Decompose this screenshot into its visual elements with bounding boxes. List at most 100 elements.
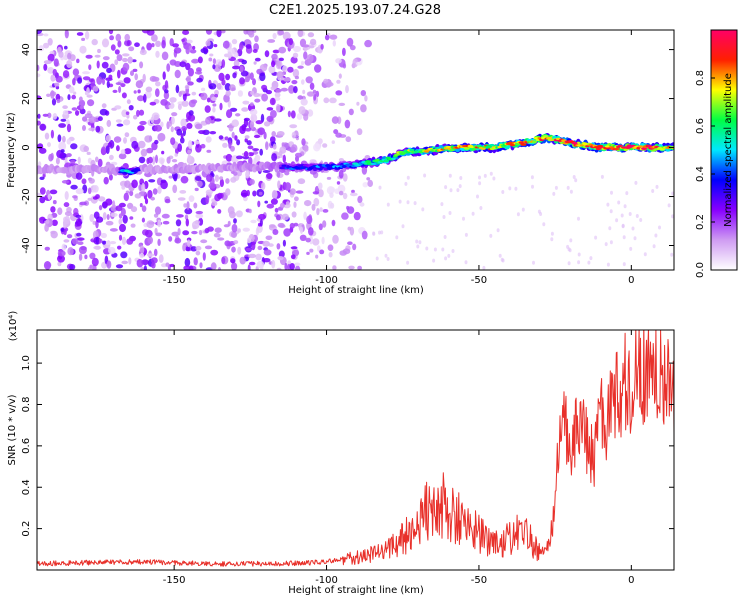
colorbar-tick-label: 0.4 <box>695 166 706 182</box>
heatmap-cell <box>58 141 67 151</box>
y-tick-label: 0.2 <box>21 521 32 537</box>
heatmap-cell <box>63 228 67 236</box>
heatmap-cell <box>257 127 266 135</box>
heatmap-cell <box>280 87 288 92</box>
heatmap-cell <box>317 245 321 252</box>
heatmap-cell <box>249 108 258 116</box>
heatmap-cell <box>82 125 86 131</box>
heatmap-cell <box>263 249 272 256</box>
heatmap-cell <box>418 240 422 245</box>
heatmap-cell <box>322 209 329 213</box>
heatmap-cell <box>671 191 674 196</box>
heatmap-cell <box>356 128 363 136</box>
heatmap-cell <box>37 192 42 197</box>
heatmap-cell <box>75 188 84 195</box>
heatmap-cell <box>213 44 218 48</box>
heatmap-cell <box>47 112 52 119</box>
heatmap-cell <box>250 219 257 224</box>
heatmap-cell <box>221 59 226 68</box>
heatmap-cell <box>297 30 304 38</box>
heatmap-cell <box>84 254 88 260</box>
heatmap-cell <box>67 247 74 256</box>
heatmap-cell <box>550 231 554 236</box>
heatmap-cell <box>62 70 70 79</box>
heatmap-cell <box>295 152 302 158</box>
heatmap-cell <box>243 151 249 158</box>
heatmap-cell <box>195 176 202 181</box>
heatmap-cell <box>230 177 237 183</box>
heatmap-cell <box>352 243 357 251</box>
heatmap-cell <box>178 91 182 97</box>
heatmap-cell <box>44 246 50 251</box>
heatmap-cell <box>150 257 158 264</box>
heatmap-cell <box>305 237 311 243</box>
heatmap-cell <box>353 211 361 221</box>
heatmap-cell <box>464 260 468 265</box>
heatmap-cell <box>84 31 90 40</box>
heatmap-ridge-cell <box>497 145 503 149</box>
heatmap-cell <box>270 86 277 91</box>
heatmap-cell <box>190 246 198 252</box>
heatmap-cell <box>46 93 51 98</box>
colorbar-tick-label: 0.8 <box>695 70 706 86</box>
heatmap-cell <box>193 257 198 266</box>
heatmap-cell <box>79 201 87 206</box>
heatmap-cell <box>39 187 46 195</box>
heatmap-cell <box>164 89 169 94</box>
heatmap-cell <box>245 128 252 132</box>
heatmap-cell <box>155 154 158 164</box>
heatmap-cell <box>297 65 304 69</box>
heatmap-cell <box>205 195 210 205</box>
heatmap-cell <box>145 86 153 93</box>
heatmap-cell <box>398 199 402 204</box>
heatmap-cell <box>314 64 322 73</box>
heatmap-cell <box>141 259 149 266</box>
heatmap-cell <box>129 190 134 197</box>
heatmap-cell <box>177 143 182 153</box>
heatmap-cell <box>231 119 239 127</box>
heatmap-cell <box>232 65 240 70</box>
heatmap-cell <box>197 56 203 64</box>
heatmap-cell <box>577 252 581 257</box>
heatmap-cell <box>217 192 223 200</box>
heatmap-cell <box>51 219 58 226</box>
heatmap-cell <box>170 137 176 146</box>
heatmap-cell <box>589 256 593 261</box>
heatmap-cell <box>233 51 239 58</box>
heatmap-cell <box>205 189 213 195</box>
heatmap-cell <box>291 131 296 139</box>
heatmap-cell <box>57 207 63 215</box>
heatmap-cell <box>52 113 58 120</box>
heatmap-cell <box>246 189 250 197</box>
heatmap-cell <box>176 128 183 136</box>
heatmap-cell <box>233 59 240 68</box>
heatmap-cell <box>106 67 112 74</box>
heatmap-cell <box>296 113 303 120</box>
heatmap-cell <box>305 76 313 84</box>
y-tick-label: 0.6 <box>21 438 32 454</box>
heatmap-cell <box>180 175 189 184</box>
heatmap-cell <box>50 74 56 82</box>
heatmap-cell <box>106 80 110 89</box>
x-tick-label: -100 <box>315 575 338 586</box>
heatmap-cell <box>346 206 355 214</box>
heatmap-cell <box>138 109 145 116</box>
heatmap-cell <box>115 82 122 86</box>
heatmap-cell <box>175 84 180 94</box>
heatmap-cell <box>64 45 68 50</box>
heatmap-cell <box>246 140 252 146</box>
heatmap-cell <box>55 85 60 90</box>
heatmap-cell <box>179 190 187 194</box>
heatmap-cell <box>328 186 335 193</box>
heatmap-cell <box>228 140 232 149</box>
heatmap-ridge-cell <box>134 169 141 172</box>
heatmap-cell <box>261 84 268 91</box>
heatmap-cell <box>364 39 372 48</box>
heatmap-cell <box>87 197 93 201</box>
heatmap-cell <box>301 138 306 146</box>
heatmap-cell <box>155 40 161 47</box>
heatmap-cell <box>276 71 285 78</box>
heatmap-cell <box>652 244 656 249</box>
heatmap-cell <box>276 243 281 250</box>
heatmap-cell <box>332 265 337 270</box>
